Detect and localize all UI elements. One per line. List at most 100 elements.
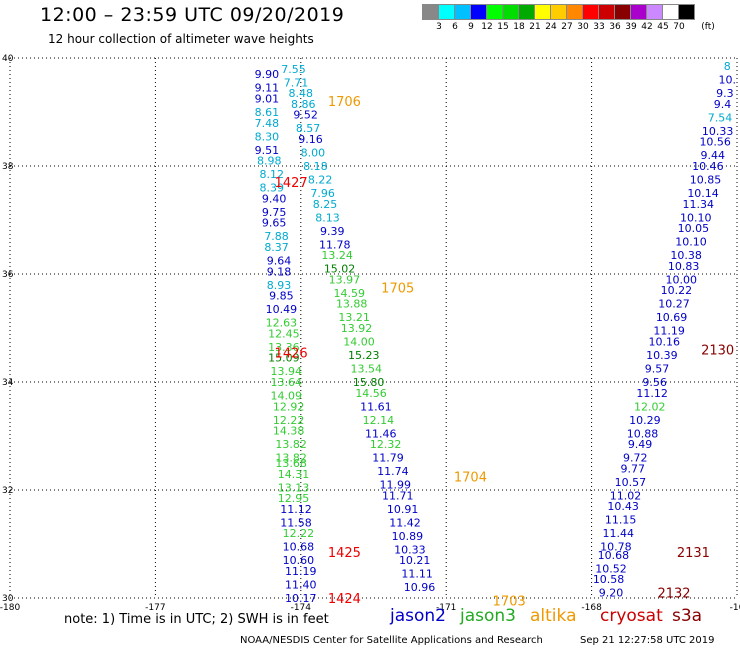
swh-value: 13.92: [341, 322, 373, 335]
color-scale-label: 24: [545, 22, 557, 32]
swh-value: 11.78: [319, 238, 351, 251]
swh-value: 11.02: [610, 489, 642, 502]
swh-value: 15.23: [348, 349, 380, 362]
swh-value: 10.29: [629, 414, 661, 427]
swh-value: 15.09: [268, 352, 300, 365]
x-tick-label: -180: [0, 603, 20, 613]
swh-value: 13.88: [336, 298, 368, 311]
swh-value: 10.10: [675, 236, 707, 249]
swh-value: 12.22: [273, 414, 305, 427]
swh-value: 9.18: [267, 265, 292, 278]
color-scale-label: 15: [497, 22, 509, 32]
swh-value: 11.19: [653, 325, 685, 338]
swh-value: 10.16: [649, 336, 681, 349]
swh-value: 10.68: [283, 541, 315, 554]
y-tick-label: 38: [2, 162, 14, 172]
swh-value: 11.46: [365, 427, 397, 440]
swh-value: 14.31: [278, 468, 310, 481]
swh-value: 9.64: [267, 255, 292, 268]
x-tick-label: -177: [145, 603, 165, 613]
timestamp-text: Sep 21 12:27:58 UTC 2019: [580, 635, 715, 646]
swh-value: 11.79: [372, 452, 404, 465]
swh-value: 12.22: [283, 527, 315, 540]
swh-value: 10.91: [387, 503, 419, 516]
swh-value: 9.16: [298, 133, 323, 146]
swh-value: 12.02: [634, 400, 666, 413]
y-tick-label: 34: [2, 378, 14, 388]
legend-item-altika: altika: [530, 606, 577, 626]
swh-value: 10.05: [678, 222, 710, 235]
swh-value: 13.54: [350, 363, 382, 376]
color-scale-label: 21: [529, 22, 541, 32]
swh-value: 11.71: [382, 489, 414, 502]
swh-value: 8.86: [291, 98, 316, 111]
swh-value: 9.57: [645, 363, 670, 376]
swh-value: 8: [724, 60, 731, 73]
swh-value: 13.24: [321, 249, 353, 262]
swh-value: 7.48: [255, 117, 280, 130]
swh-value: 11.58: [280, 516, 312, 529]
swh-value: 10.88: [627, 427, 659, 440]
swh-value: 11.34: [682, 198, 714, 211]
track-label: 1424: [328, 592, 361, 607]
swh-value: 8.37: [264, 241, 289, 254]
color-scale-label: 3: [436, 22, 442, 32]
swh-value: 10.17: [285, 592, 317, 605]
swh-value: 10.33: [702, 125, 734, 138]
swh-value: 10.38: [670, 249, 702, 262]
swh-value: 9.51: [255, 144, 280, 157]
swh-value: 10.33: [394, 543, 426, 556]
color-scale-label: 33: [593, 22, 605, 32]
swh-value: 7.55: [281, 63, 306, 76]
track-label: 1705: [381, 282, 414, 297]
swh-value: 8.48: [289, 87, 314, 100]
swh-value: 10.21: [399, 554, 431, 567]
swh-value: 9.90: [255, 68, 280, 81]
swh-value: 10.89: [392, 530, 424, 543]
swh-value: 7.54: [708, 111, 733, 124]
swh-value: 9.77: [621, 462, 646, 475]
swh-value: 9.20: [599, 587, 624, 600]
track-label: 1426: [275, 346, 308, 361]
swh-value: 14.09: [271, 390, 303, 403]
swh-value: 10.52: [595, 562, 627, 575]
swh-value: 10.58: [593, 573, 625, 586]
track-label: 2132: [657, 587, 690, 602]
y-tick-label: 30: [2, 594, 14, 604]
color-scale-label: 45: [657, 22, 669, 32]
swh-value: 12.92: [273, 400, 305, 413]
swh-value: 7.96: [310, 187, 335, 200]
swh-value: 9.65: [262, 217, 287, 230]
swh-value: 13.97: [329, 273, 361, 286]
swh-value: 9.52: [293, 109, 318, 122]
swh-value: 12.32: [370, 438, 402, 451]
swh-value: 10.22: [661, 284, 693, 297]
track-label: 1425: [328, 546, 361, 561]
x-tick-label: -174: [291, 603, 312, 613]
swh-value: 8.57: [296, 122, 321, 135]
swh-value: 9.72: [623, 452, 648, 465]
swh-value: 10.14: [687, 187, 719, 200]
swh-value: 11.99: [380, 479, 412, 492]
chart-subtitle: 12 hour collection of altimeter wave hei…: [48, 32, 314, 46]
swh-value: 7.71: [284, 76, 309, 89]
chart-title: 12:00 – 23:59 UTC 09/20/2019: [40, 4, 345, 26]
swh-value: 10.: [719, 74, 737, 87]
swh-value: 15.80: [353, 376, 385, 389]
swh-value: 13.21: [338, 311, 370, 324]
swh-value: 9.85: [269, 290, 294, 303]
track-label: 1427: [275, 176, 308, 191]
swh-value: 9.11: [255, 82, 280, 95]
x-tick-label: -171: [436, 603, 456, 613]
swh-value: 10.49: [266, 303, 298, 316]
swh-value: 9.39: [320, 225, 345, 238]
swh-value: 15.02: [324, 263, 356, 276]
y-tick-label: 32: [2, 486, 13, 496]
swh-value: 9.4: [714, 98, 732, 111]
swh-value: 9.01: [255, 93, 280, 106]
track-label: 1703: [493, 595, 526, 610]
color-scale-label: 36: [609, 22, 621, 32]
swh-value: 10.56: [699, 136, 731, 149]
swh-value: 8.93: [267, 279, 292, 292]
